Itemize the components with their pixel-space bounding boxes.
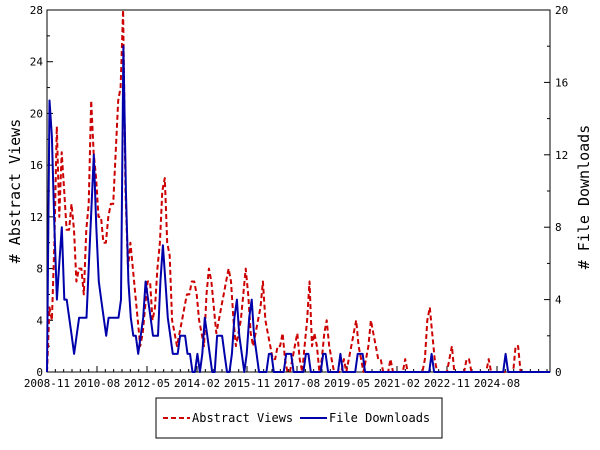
x-tick-label: 2024-08 (474, 377, 520, 390)
y2-tick-label: 4 (555, 294, 562, 307)
legend: Abstract Views File Downloads (155, 397, 443, 439)
y2-tick-label: 8 (555, 221, 562, 234)
y2-tick-label: 20 (555, 4, 568, 17)
y-tick-label: 16 (30, 159, 43, 172)
y-tick-label: 12 (30, 211, 43, 224)
legend-box (155, 397, 443, 439)
y-axis-title: # Abstract Views (6, 119, 24, 264)
x-tick-label: 2008-11 (24, 377, 70, 390)
x-tick-label: 2010-08 (74, 377, 120, 390)
x-axis: 2008-11 2010-08 2012-05 2014-02 2015-11 2017-… (24, 366, 548, 390)
y2-axis-title: # File Downloads (575, 125, 593, 270)
y2-tick-label: 0 (555, 366, 562, 379)
x-tick-label: 2015-11 (224, 377, 270, 390)
y2-tick-label: 12 (555, 149, 568, 162)
legend-label-abstract-views: Abstract Views (192, 411, 293, 425)
y-tick-label: 24 (30, 56, 44, 69)
x-tick-label: 2012-05 (124, 377, 170, 390)
x-tick-label: 2017-08 (274, 377, 320, 390)
y-tick-label: 28 (30, 4, 43, 17)
series-lines (46, 9, 550, 373)
x-tick-label: 2022-11 (424, 377, 470, 390)
legend-label-file-downloads: File Downloads (329, 411, 430, 425)
y-tick-label: 0 (36, 366, 43, 379)
left-axis: 0 4 8 12 16 20 24 28 (30, 4, 53, 379)
y-tick-label: 4 (36, 314, 43, 327)
y-tick-label: 8 (36, 263, 43, 276)
x-tick-label: 2021-02 (374, 377, 420, 390)
y2-tick-label: 16 (555, 76, 568, 89)
x-tick-label: 2014-02 (174, 377, 220, 390)
series-line-file-downloads (46, 45, 550, 373)
x-tick-label: 2019-05 (324, 377, 370, 390)
right-axis: 0 4 8 12 16 20 (544, 4, 568, 379)
series-line-abstract-views (46, 9, 550, 373)
y-tick-label: 20 (30, 107, 43, 120)
